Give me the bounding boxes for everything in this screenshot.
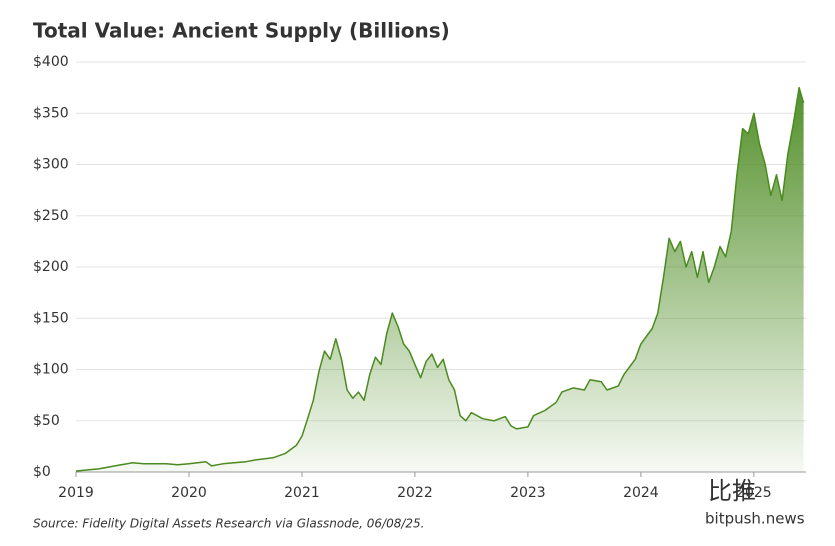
x-tick-label: 2021 bbox=[284, 485, 320, 501]
x-tick-label: 2019 bbox=[58, 485, 94, 501]
y-tick-label: $350 bbox=[33, 105, 69, 121]
x-tick-label: 2020 bbox=[171, 485, 207, 501]
x-tick-label: 2022 bbox=[397, 485, 433, 501]
watermark-cn: 比推 bbox=[708, 477, 756, 505]
y-tick-label: $400 bbox=[33, 54, 69, 70]
watermark-en: bitpush.news bbox=[705, 510, 805, 528]
y-tick-label: $50 bbox=[33, 413, 60, 429]
source: Source: Fidelity Digital Assets Research… bbox=[33, 517, 425, 531]
x-tick-label: 2024 bbox=[623, 485, 659, 501]
y-tick-label: $200 bbox=[33, 259, 69, 275]
y-tick-label: $250 bbox=[33, 208, 69, 224]
y-tick-label: $300 bbox=[33, 157, 69, 173]
y-tick-label: $150 bbox=[33, 310, 69, 326]
x-tick-label: 2025 bbox=[736, 485, 772, 501]
chart-title: Total Value: Ancient Supply (Billions) bbox=[33, 19, 450, 43]
line bbox=[75, 86, 805, 472]
x-tick-label: 2023 bbox=[510, 485, 546, 501]
area bbox=[76, 87, 804, 472]
y-tick-label: $100 bbox=[33, 362, 69, 378]
watermark: 比推 bitpush.news bbox=[705, 477, 805, 528]
y-tick-label: $0 bbox=[33, 464, 51, 480]
